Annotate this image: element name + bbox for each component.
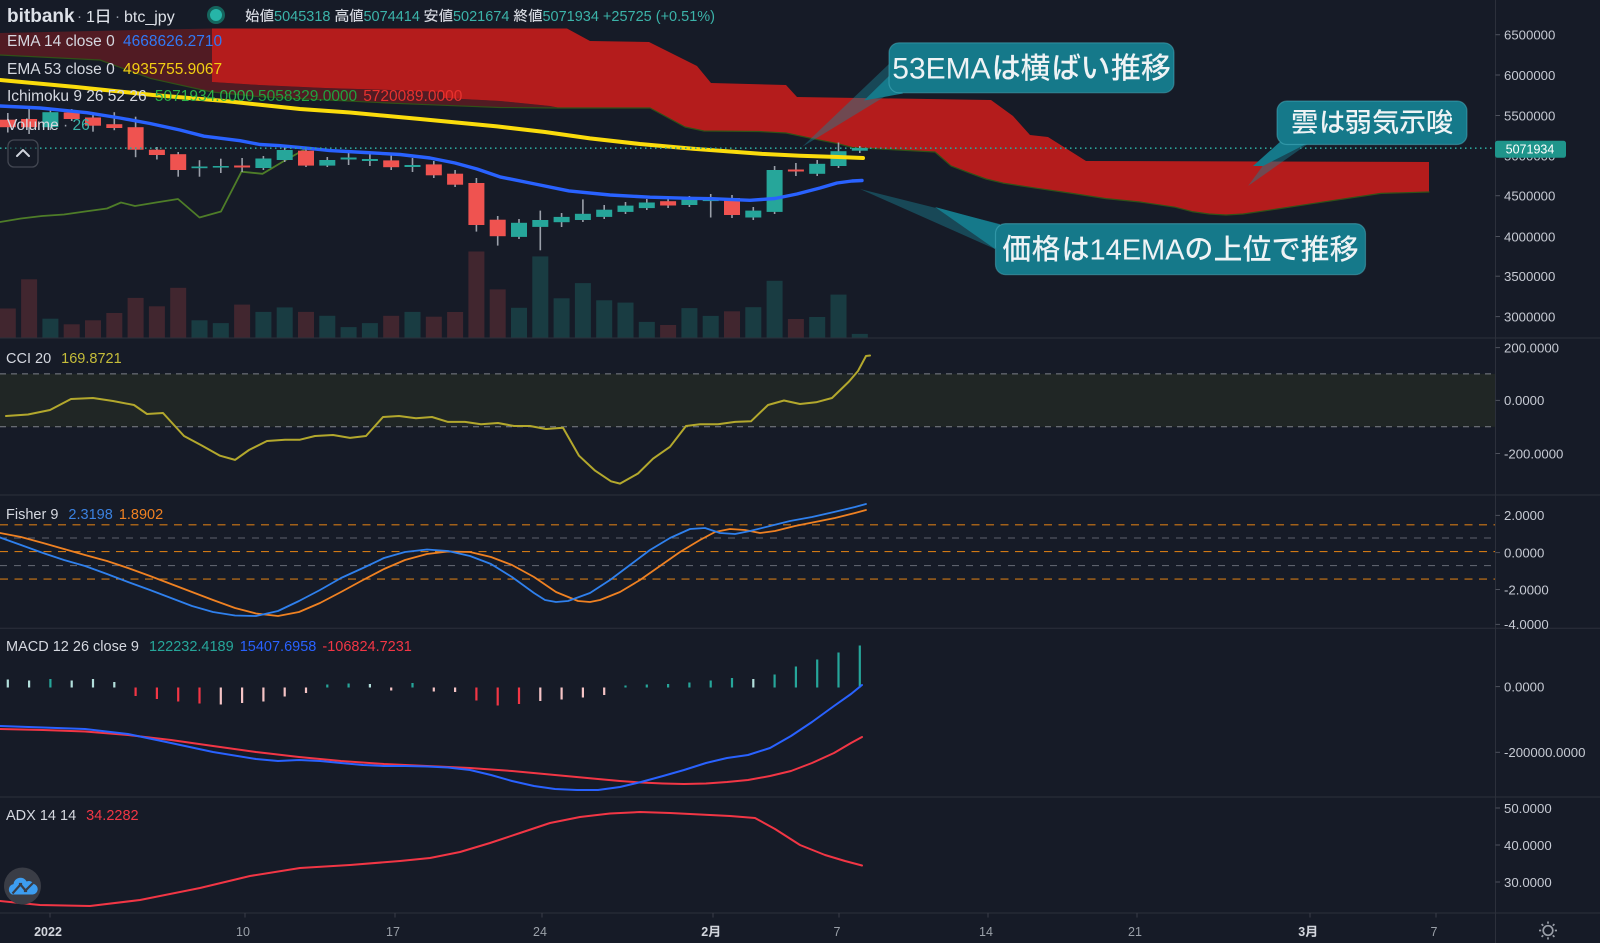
svg-text:1日: 1日 <box>86 6 111 30</box>
svg-text:53EMAは横ばい推移: 53EMAは横ばい推移 <box>892 47 1170 92</box>
svg-text:2月: 2月 <box>701 923 720 942</box>
svg-text:4500000: 4500000 <box>1504 187 1555 207</box>
svg-text:17: 17 <box>386 923 400 942</box>
svg-text:4000000: 4000000 <box>1504 227 1555 247</box>
svg-text:6500000: 6500000 <box>1504 26 1555 46</box>
svg-text:3000000: 3000000 <box>1504 307 1555 327</box>
svg-text:10: 10 <box>236 923 250 942</box>
svg-text:2022: 2022 <box>34 923 62 942</box>
svg-text:-4.0000: -4.0000 <box>1504 615 1549 635</box>
svg-text:7: 7 <box>834 923 841 942</box>
svg-text:7: 7 <box>1431 923 1438 942</box>
svg-text:2.0000: 2.0000 <box>1504 506 1544 526</box>
svg-text:-200000.0000: -200000.0000 <box>1504 743 1585 763</box>
svg-text:·: · <box>77 5 82 28</box>
svg-text:btc_jpy: btc_jpy <box>124 6 175 30</box>
svg-text:0.0000: 0.0000 <box>1504 677 1544 697</box>
svg-text:6000000: 6000000 <box>1504 66 1555 86</box>
svg-text:Volume · 26: Volume · 26 <box>7 114 90 137</box>
svg-text:EMA 14 close 0 4668626.2710: EMA 14 close 0 4668626.2710 <box>7 30 223 53</box>
svg-text:CCI 20 169.8721: CCI 20 169.8721 <box>6 349 122 370</box>
svg-text:雲は弱気示唆: 雲は弱気示唆 <box>1291 103 1453 144</box>
svg-text:0.0000: 0.0000 <box>1504 391 1544 411</box>
svg-text:MACD 12 26 close 9 122232.4189: MACD 12 26 close 9 122232.4189 15407.695… <box>6 637 412 658</box>
svg-text:Ichimoku 9 26 52 26 5071934.00: Ichimoku 9 26 52 26 5071934.0000 5058329.… <box>7 85 463 108</box>
svg-text:24: 24 <box>533 923 547 942</box>
svg-text:価格は14EMAの上位で推移: 価格は14EMAの上位で推移 <box>1002 228 1358 272</box>
svg-text:-2.0000: -2.0000 <box>1504 580 1549 600</box>
svg-text:·: · <box>115 5 120 28</box>
svg-text:ADX 14 14 34.2282: ADX 14 14 34.2282 <box>6 806 139 827</box>
svg-text:5500000: 5500000 <box>1504 106 1555 126</box>
svg-text:50.0000: 50.0000 <box>1504 799 1552 819</box>
svg-text:-200.0000: -200.0000 <box>1504 444 1563 464</box>
svg-text:40.0000: 40.0000 <box>1504 836 1552 856</box>
svg-text:14: 14 <box>979 923 993 942</box>
svg-text:Fisher 9 2.3198 1.8902: Fisher 9 2.3198 1.8902 <box>6 505 163 526</box>
svg-text:3500000: 3500000 <box>1504 267 1555 287</box>
svg-text:3月: 3月 <box>1298 923 1317 942</box>
svg-text:bitbank: bitbank <box>7 3 75 31</box>
svg-text:0.0000: 0.0000 <box>1504 543 1544 563</box>
svg-text:200.0000: 200.0000 <box>1504 338 1559 358</box>
svg-text:始値5045318 高値5074414 安値5021674: 始値5045318 高値5074414 安値5021674 終値5071934 … <box>245 7 715 28</box>
svg-text:EMA 53 close 0 4935755.9067: EMA 53 close 0 4935755.9067 <box>7 58 222 81</box>
svg-text:30.0000: 30.0000 <box>1504 873 1552 893</box>
svg-text:5071934: 5071934 <box>1506 141 1555 160</box>
svg-text:21: 21 <box>1128 923 1142 942</box>
